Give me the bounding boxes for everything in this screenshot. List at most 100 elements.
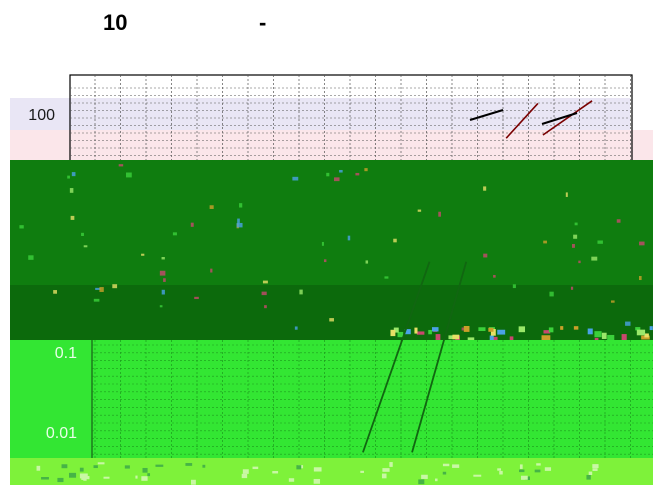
noise-speck bbox=[635, 327, 641, 331]
noise-speck bbox=[313, 478, 321, 484]
noise-speck bbox=[97, 462, 105, 465]
series-2-upper-segment bbox=[542, 100, 593, 136]
noise-speck bbox=[649, 326, 653, 331]
noise-speck bbox=[159, 270, 166, 276]
noise-speck bbox=[79, 467, 84, 472]
noise-speck bbox=[147, 473, 151, 477]
noise-speck bbox=[329, 318, 334, 322]
noise-speck bbox=[393, 327, 399, 333]
noise-speck bbox=[384, 276, 389, 279]
noise-speck bbox=[493, 274, 496, 278]
band-green-bright bbox=[10, 340, 653, 458]
noise-speck bbox=[124, 465, 130, 469]
noise-speck bbox=[141, 476, 148, 481]
series-1-lower-segment bbox=[362, 261, 431, 453]
chart-title-part-1: 10 bbox=[103, 10, 127, 35]
noise-speck bbox=[262, 280, 268, 284]
noise-speck bbox=[428, 329, 432, 335]
noise-speck bbox=[155, 464, 164, 467]
noise-speck bbox=[541, 335, 551, 342]
noise-speck bbox=[573, 326, 579, 330]
series-1-upper-segment bbox=[505, 102, 539, 139]
noise-speck bbox=[621, 334, 627, 341]
noise-speck bbox=[478, 327, 486, 331]
noise-speck bbox=[172, 232, 177, 236]
noise-speck bbox=[61, 464, 68, 469]
noise-speck bbox=[95, 287, 101, 290]
noise-speck bbox=[574, 222, 578, 226]
noise-speck bbox=[594, 331, 602, 338]
noise-speck bbox=[497, 468, 502, 471]
noise-speck bbox=[288, 478, 295, 482]
noise-speck bbox=[272, 471, 279, 474]
chart-title-part-2: - bbox=[259, 10, 266, 35]
noise-speck bbox=[518, 326, 526, 333]
noise-speck bbox=[53, 290, 57, 294]
noise-speck bbox=[135, 475, 138, 479]
grid-lines bbox=[70, 75, 632, 160]
noise-speck bbox=[543, 330, 551, 334]
noise-speck bbox=[210, 268, 213, 273]
band-lavender bbox=[10, 98, 630, 130]
band-green-deep bbox=[10, 285, 653, 340]
noise-speck bbox=[597, 240, 603, 244]
noise-speck bbox=[578, 260, 581, 264]
noise-speck bbox=[442, 463, 450, 467]
noise-speck bbox=[69, 472, 77, 478]
noise-speck bbox=[473, 474, 482, 477]
noise-speck bbox=[490, 328, 496, 336]
noise-speck bbox=[497, 329, 506, 335]
noise-speck bbox=[323, 259, 327, 263]
lower-series-lines bbox=[362, 261, 468, 453]
noise-speck bbox=[544, 467, 552, 471]
noise-speck bbox=[28, 255, 34, 260]
y-tick-label-0.1: 0.1 bbox=[55, 345, 77, 362]
noise-speck bbox=[36, 465, 41, 471]
noise-speck bbox=[83, 245, 88, 248]
noise-speck bbox=[483, 253, 488, 258]
series-1-upper-tail bbox=[469, 109, 504, 121]
noise-speck bbox=[571, 244, 575, 248]
noise-speck bbox=[442, 471, 447, 475]
noise-speck bbox=[339, 169, 343, 173]
noise-speck bbox=[264, 305, 267, 309]
noise-speck bbox=[592, 468, 598, 471]
noise-speck bbox=[565, 192, 568, 197]
series-2-upper-tail bbox=[541, 112, 578, 125]
noise-speck bbox=[355, 172, 360, 176]
noise-speck bbox=[448, 335, 456, 340]
noise-speck bbox=[573, 234, 578, 239]
noise-speck bbox=[185, 463, 193, 466]
noise-speck bbox=[93, 298, 100, 302]
noise-speck bbox=[326, 172, 330, 177]
noise-speck bbox=[93, 465, 98, 469]
noise-speck bbox=[161, 289, 165, 295]
noise-speck bbox=[607, 334, 615, 341]
noise-speck bbox=[237, 218, 240, 224]
noise-speck bbox=[103, 476, 110, 479]
noise-speck bbox=[159, 305, 163, 308]
noise-speck bbox=[241, 473, 248, 479]
noise-speck bbox=[381, 473, 387, 479]
noise-speck bbox=[118, 164, 124, 167]
noise-speck bbox=[404, 329, 411, 335]
noise-speck bbox=[292, 176, 299, 181]
noise-speck bbox=[639, 241, 645, 246]
noise-speck bbox=[641, 335, 650, 340]
noise-speck bbox=[418, 479, 425, 485]
noise-speck bbox=[236, 222, 243, 228]
noise-speck bbox=[610, 300, 615, 303]
noise-speck bbox=[99, 287, 104, 292]
noise-speck bbox=[347, 235, 351, 241]
noise-speck bbox=[334, 177, 340, 182]
noise-speck bbox=[592, 464, 599, 469]
y-tick-label-100: 100 bbox=[28, 107, 55, 124]
noise-speck bbox=[261, 291, 267, 296]
green-band-noise bbox=[19, 164, 653, 344]
noise-speck bbox=[313, 467, 322, 472]
noise-speck bbox=[601, 332, 607, 339]
noise-speck bbox=[438, 211, 441, 217]
noise-speck bbox=[19, 225, 24, 229]
noise-speck bbox=[71, 172, 76, 177]
